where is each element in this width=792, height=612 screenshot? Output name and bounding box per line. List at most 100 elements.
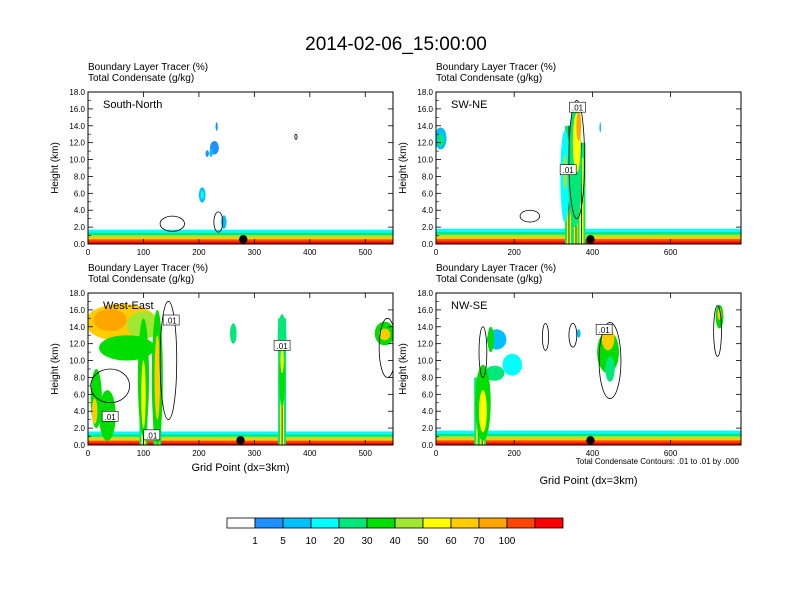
x-tick-label: 100 xyxy=(137,449,151,458)
x-tick-label: 200 xyxy=(508,248,522,257)
plot-area: .01 .01 .01 .01 xyxy=(88,301,393,445)
tracer-blob-5 xyxy=(576,110,582,141)
panel-subtitle-condensate: Total Condensate (g/kg) xyxy=(88,73,194,84)
contour-label-text: .01 xyxy=(166,317,178,326)
tracer-blob-1 xyxy=(502,353,523,376)
panel-label: South-North xyxy=(103,99,162,111)
panel-west-east: Boundary Layer Tracer (%)Total Condensat… xyxy=(50,263,394,474)
x-tick-label: 300 xyxy=(248,248,262,257)
tracer-blob-7 xyxy=(599,122,602,133)
y-tick-label: 18.0 xyxy=(69,289,85,298)
contour-label-text: .01 xyxy=(572,104,584,113)
x-tick-label: 500 xyxy=(359,248,373,257)
y-tick-label: 12.0 xyxy=(69,340,85,349)
panel-label: SW-NE xyxy=(451,99,487,111)
plot-area xyxy=(88,122,393,244)
panel-subtitle-tracer: Boundary Layer Tracer (%) xyxy=(436,263,556,274)
colorbar-label: 100 xyxy=(499,536,516,547)
contour-label-box xyxy=(273,340,291,351)
y-tick-label: 2.0 xyxy=(74,424,86,433)
tracer-blob-4 xyxy=(479,390,487,433)
colorbar: 1 5 10 20 30 40 50 60 70 100 xyxy=(226,517,564,547)
y-tick-label: 4.0 xyxy=(74,206,86,215)
contour-label-box xyxy=(595,324,613,335)
colorbar-swatch-0 xyxy=(226,517,256,529)
y-axis-label: Height (km) xyxy=(398,343,409,395)
panel-label: NW-SE xyxy=(451,300,487,312)
condensate-contour-1 xyxy=(213,211,224,233)
location-marker xyxy=(239,235,248,244)
condensate-contour-0 xyxy=(159,301,178,421)
x-tick-label: 200 xyxy=(508,449,522,458)
panels: Boundary Layer Tracer (%) Total Condensat… xyxy=(50,62,742,487)
y-tick-label: 12.0 xyxy=(69,139,85,148)
x-tick-label: 400 xyxy=(303,248,317,257)
condensate-contour-2 xyxy=(378,317,393,378)
panel-frame xyxy=(87,91,394,245)
tracer-blob-1 xyxy=(93,309,127,331)
tracer-blob-11 xyxy=(229,323,237,344)
y-tick-label: 18.0 xyxy=(417,289,433,298)
y-tick-label: 14.0 xyxy=(69,122,85,131)
location-marker xyxy=(586,436,595,445)
tracer-blob-1 xyxy=(437,133,444,147)
panel-subtitle-condensate: Total Condensate (g/kg) xyxy=(88,274,194,285)
tracer-blob-5 xyxy=(487,326,494,353)
tracer-blob-6 xyxy=(576,329,581,338)
panel-nw-se: Boundary Layer Tracer (%)Total Condensat… xyxy=(398,263,742,487)
y-tick-label: 14.0 xyxy=(417,122,433,131)
plot-area: .01 xyxy=(436,304,741,445)
tracer-blob-5 xyxy=(91,398,98,424)
panel-label: West-East xyxy=(103,300,154,312)
boundary-layer-band-5 xyxy=(88,241,393,244)
x-tick-label: 600 xyxy=(664,248,678,257)
contour-label-box xyxy=(143,429,161,441)
contour-label-1: .01 xyxy=(273,340,291,351)
y-tick-label: 8.0 xyxy=(74,172,86,181)
x-tick-label: 200 xyxy=(192,449,206,458)
y-tick-label: 18.0 xyxy=(69,88,85,97)
colorbar-label: 50 xyxy=(417,536,429,547)
y-tick-label: 4.0 xyxy=(422,407,434,416)
colorbar-swatch-10 xyxy=(506,517,536,529)
condensate-contour-2 xyxy=(294,133,298,140)
x-tick-label: 200 xyxy=(192,248,206,257)
y-tick-label: 8.0 xyxy=(422,373,434,382)
contour-label-text: .01 xyxy=(146,431,158,440)
condensate-contour-1 xyxy=(541,322,550,351)
contour-label-1: .01 xyxy=(559,164,577,175)
y-tick-label: 16.0 xyxy=(417,306,433,315)
colorbar-swatch-8 xyxy=(450,517,480,529)
location-marker xyxy=(236,436,245,445)
tracer-blob-16 xyxy=(379,328,391,341)
colorbar-swatch-3 xyxy=(310,517,340,529)
colorbar-swatch-2 xyxy=(282,517,312,529)
tracer-blob-2 xyxy=(484,365,505,381)
colorbar-swatch-1 xyxy=(254,517,284,529)
x-tick-label: 600 xyxy=(664,449,678,458)
y-tick-label: 0.0 xyxy=(422,240,434,249)
y-tick-label: 14.0 xyxy=(69,323,85,332)
colorbar-label: 40 xyxy=(389,536,401,547)
y-tick-label: 0.0 xyxy=(74,441,86,450)
x-tick-label: 300 xyxy=(248,449,262,458)
colorbar-swatch-11 xyxy=(534,517,564,529)
colorbar-swatch-6 xyxy=(394,517,424,529)
y-axis-label: Height (km) xyxy=(50,142,61,194)
condensate-contour-1 xyxy=(568,100,585,220)
y-tick-label: 0.0 xyxy=(74,240,86,249)
panel-frame xyxy=(435,91,742,245)
x-tick-label: 400 xyxy=(586,248,600,257)
x-tick-label: 0 xyxy=(434,248,439,257)
colorbar-swatch-9 xyxy=(478,517,508,529)
y-tick-label: 8.0 xyxy=(74,373,86,382)
contour-label-box xyxy=(162,314,180,326)
y-tick-label: 14.0 xyxy=(417,323,433,332)
colorbar-label: 30 xyxy=(361,536,373,547)
colorbar-label: 20 xyxy=(333,536,345,547)
y-tick-label: 10.0 xyxy=(69,357,85,366)
y-tick-label: 16.0 xyxy=(69,105,85,114)
y-tick-label: 6.0 xyxy=(422,189,434,198)
x-tick-label: 400 xyxy=(586,449,600,458)
y-tick-label: 0.0 xyxy=(422,441,434,450)
